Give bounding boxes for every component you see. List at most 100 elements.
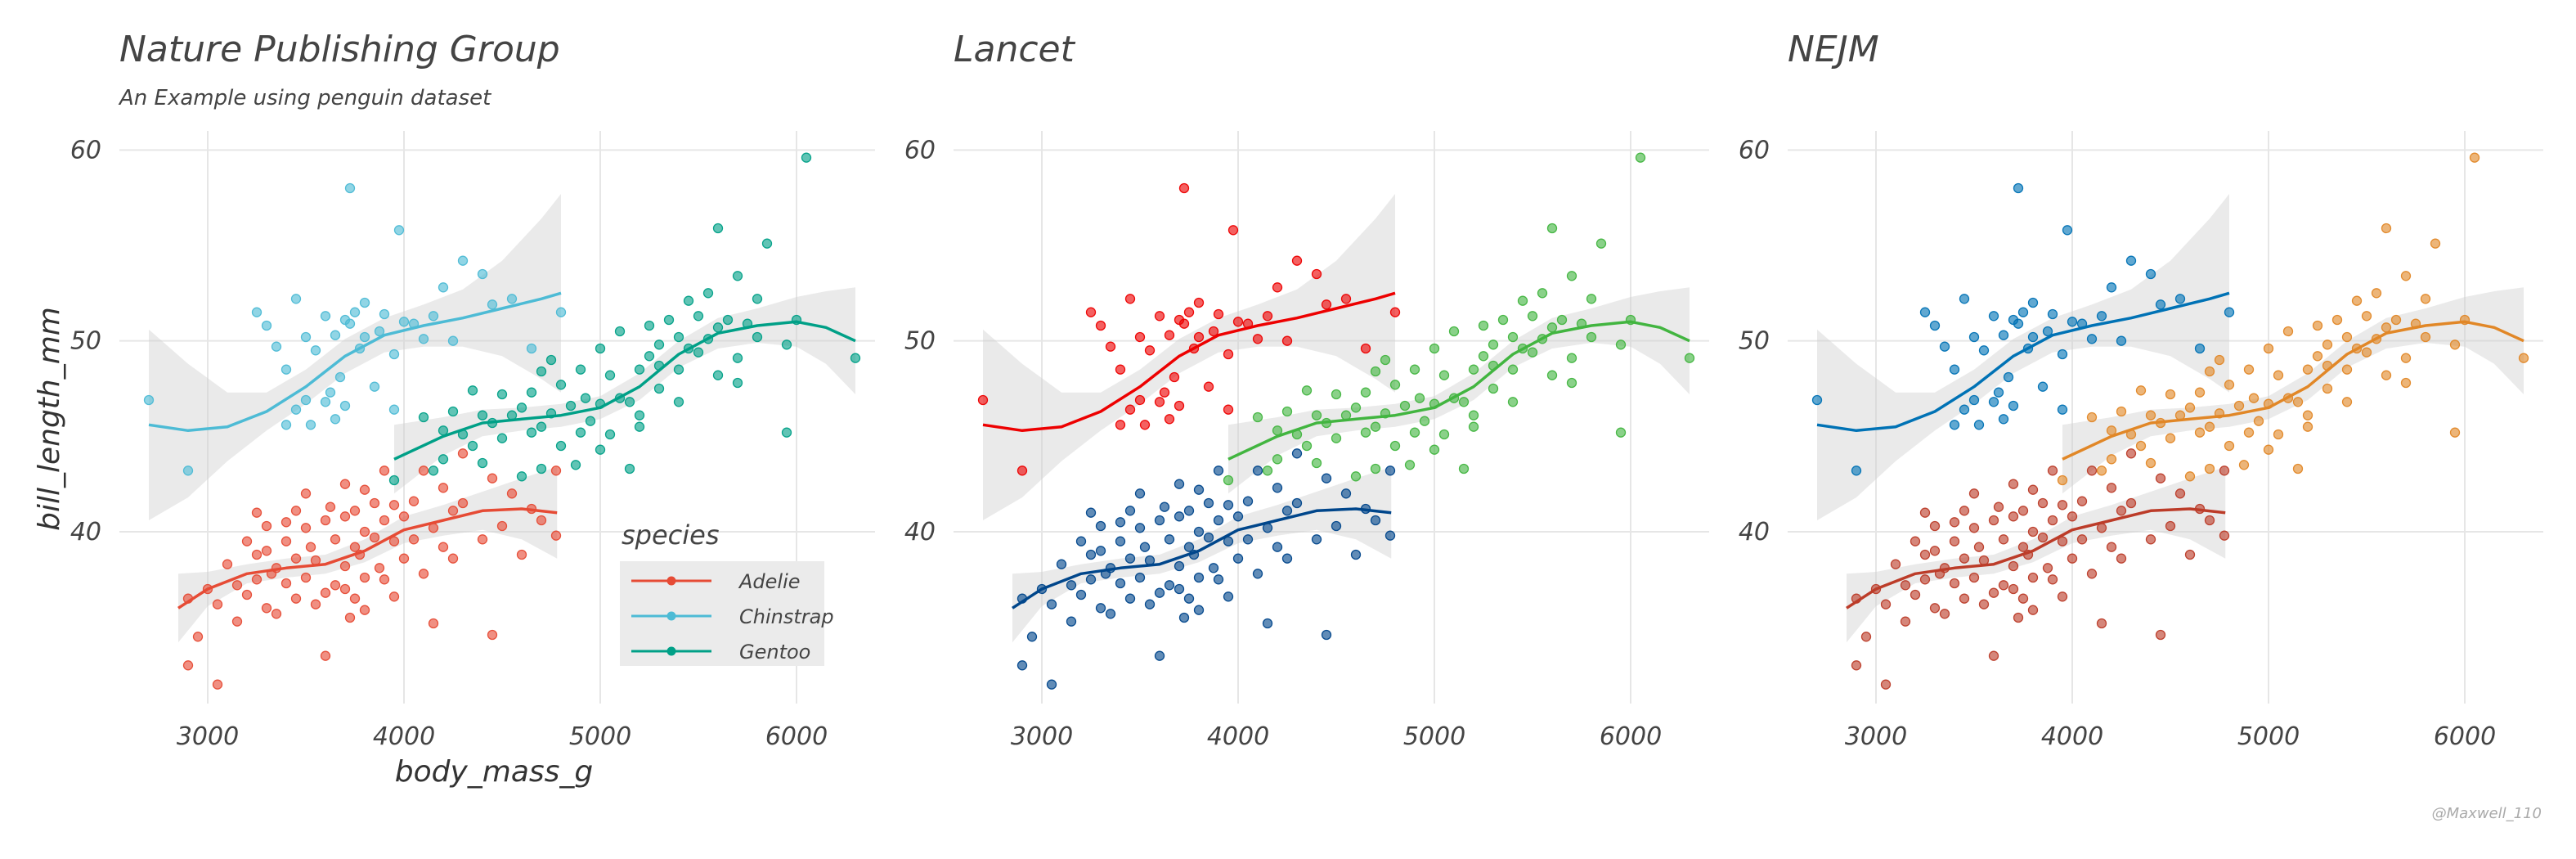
data-point	[2381, 223, 2392, 234]
data-point	[1959, 294, 1970, 304]
data-point	[374, 326, 385, 337]
data-point	[1095, 320, 1106, 331]
data-point	[1566, 377, 1577, 389]
data-point	[2430, 238, 2441, 249]
data-point	[359, 297, 370, 308]
data-point	[516, 403, 527, 413]
confidence-band-gentoo	[394, 287, 855, 494]
data-point	[1399, 400, 1411, 412]
data-point	[2086, 569, 2098, 579]
data-point	[388, 404, 400, 415]
data-point	[673, 397, 684, 407]
data-point	[359, 331, 370, 343]
data-point	[2233, 400, 2245, 412]
data-point	[369, 497, 380, 509]
data-point	[349, 593, 361, 604]
data-point	[1115, 420, 1126, 430]
points-chinstrap	[977, 182, 1401, 476]
data-point	[732, 271, 743, 281]
data-point	[1124, 404, 1136, 415]
data-point	[1174, 511, 1185, 522]
data-point	[2017, 593, 2029, 604]
data-point	[1389, 307, 1401, 317]
data-point	[325, 501, 336, 512]
data-point	[2165, 520, 2176, 532]
data-point	[1419, 416, 1430, 426]
data-point	[1208, 563, 1219, 573]
data-point	[1272, 282, 1283, 293]
smooth-line-chinstrap	[1816, 291, 2230, 433]
x-tick-label: 4000	[1207, 722, 1269, 751]
data-point	[1183, 506, 1195, 516]
data-point	[241, 589, 253, 600]
data-point	[2371, 288, 2382, 299]
data-point	[536, 515, 547, 526]
data-point	[595, 343, 606, 354]
data-point	[604, 429, 616, 440]
legend-entry: Gentoo	[739, 641, 810, 663]
data-point	[693, 347, 704, 358]
data-point	[1370, 421, 1381, 432]
data-point	[379, 574, 390, 585]
data-point	[516, 471, 527, 482]
y-tick-label: 60	[904, 136, 936, 164]
data-point	[192, 632, 204, 642]
data-point	[1370, 463, 1381, 474]
data-point	[1537, 288, 1548, 299]
data-point	[1380, 354, 1391, 366]
data-point	[369, 381, 380, 392]
data-point	[231, 580, 243, 591]
data-point	[2086, 412, 2098, 423]
data-point	[2116, 335, 2127, 346]
data-point	[1262, 311, 1273, 322]
data-point	[2003, 371, 2014, 383]
data-point	[1546, 223, 1558, 234]
data-point	[2184, 403, 2196, 413]
data-point	[555, 307, 567, 317]
data-point	[653, 383, 665, 394]
data-point	[1978, 599, 1990, 609]
y-tick-label: 40	[904, 518, 936, 546]
data-point	[369, 532, 380, 543]
data-point	[555, 380, 567, 390]
data-point	[344, 182, 356, 194]
data-point	[2194, 343, 2206, 354]
data-point	[320, 515, 331, 526]
data-point	[1959, 553, 1970, 564]
data-point	[251, 574, 263, 585]
y-tick-label: 40	[1739, 518, 1770, 546]
gridlines	[954, 131, 1709, 704]
data-point	[1973, 420, 1985, 430]
data-point	[1851, 465, 1862, 476]
data-point	[2013, 318, 2024, 329]
data-point	[388, 349, 400, 360]
data-point	[1949, 517, 1960, 528]
data-point	[506, 294, 518, 304]
data-point	[2390, 314, 2402, 326]
smooth-line-adelie	[177, 507, 558, 609]
data-point	[1438, 370, 1450, 380]
data-point	[300, 488, 312, 499]
data-point	[320, 587, 331, 598]
data-point	[334, 371, 346, 383]
data-point	[182, 660, 194, 671]
data-point	[1910, 536, 1921, 546]
data-point	[339, 560, 351, 572]
data-point	[2008, 560, 2019, 572]
data-point	[2400, 377, 2412, 389]
x-tick-label: 3000	[1845, 722, 1907, 751]
data-point	[1154, 311, 1165, 322]
data-point	[1252, 465, 1263, 476]
data-point	[1988, 397, 1999, 407]
data-point	[2165, 389, 2176, 400]
data-point	[388, 536, 400, 546]
data-point	[1291, 497, 1303, 509]
data-point	[359, 526, 370, 537]
data-point	[1183, 307, 1195, 317]
data-point	[2086, 334, 2098, 344]
points-chinstrap	[1811, 182, 2235, 476]
data-point	[1968, 523, 1980, 533]
data-point	[2248, 393, 2260, 403]
data-point	[1046, 679, 1057, 690]
data-point	[1164, 580, 1175, 591]
